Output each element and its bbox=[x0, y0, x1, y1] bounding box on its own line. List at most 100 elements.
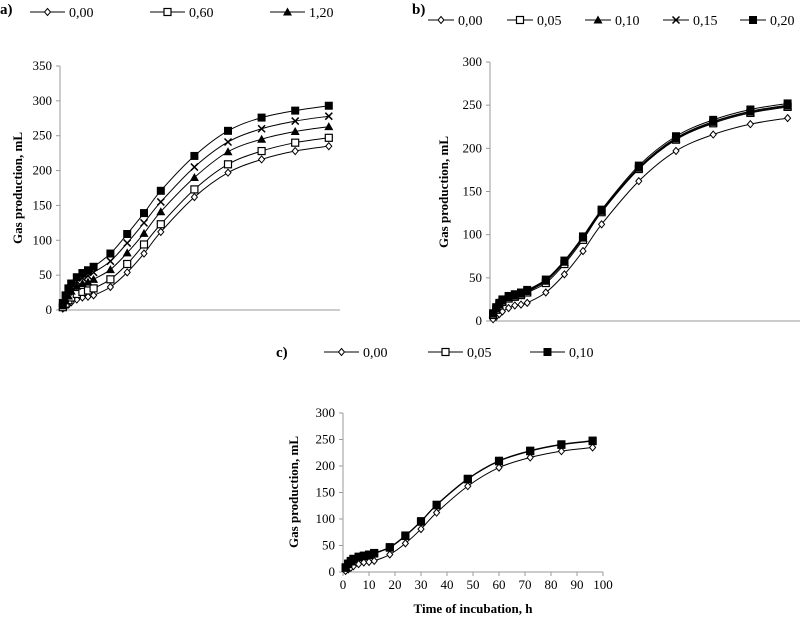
panel-label: b) bbox=[412, 2, 425, 18]
data-point bbox=[354, 552, 363, 561]
data-point bbox=[223, 160, 233, 169]
data-point bbox=[495, 456, 503, 465]
data-point bbox=[324, 122, 334, 131]
data-point bbox=[579, 246, 587, 256]
data-point bbox=[72, 281, 82, 290]
legend-label: 0,05 bbox=[467, 346, 492, 361]
data-point bbox=[190, 163, 199, 172]
data-point bbox=[542, 288, 550, 297]
data-point bbox=[106, 249, 115, 258]
legend-item: 0,10 bbox=[530, 346, 594, 361]
data-point bbox=[291, 106, 300, 115]
data-point bbox=[157, 227, 165, 237]
legend-label: 0,20 bbox=[770, 14, 795, 29]
x-tick-label: 30 bbox=[415, 577, 428, 592]
data-point bbox=[156, 186, 165, 195]
data-point bbox=[498, 295, 507, 304]
y-tick-label: 100 bbox=[316, 511, 336, 526]
legend-marker bbox=[163, 7, 172, 17]
data-point bbox=[517, 300, 525, 309]
series-line bbox=[492, 102, 788, 314]
series-1 bbox=[58, 133, 333, 312]
y-tick-label: 50 bbox=[322, 538, 335, 553]
data-point bbox=[139, 240, 149, 249]
y-tick-label: 0 bbox=[46, 302, 53, 317]
data-point bbox=[139, 228, 149, 237]
data-point bbox=[417, 524, 425, 534]
data-point bbox=[492, 303, 501, 312]
y-tick-label: 50 bbox=[469, 270, 482, 285]
x-tick-label: 70 bbox=[519, 577, 532, 592]
series-4 bbox=[489, 99, 792, 318]
data-point bbox=[64, 284, 73, 293]
legend-item: 0,20 bbox=[740, 14, 795, 29]
y-tick-label: 150 bbox=[463, 184, 483, 199]
x-axis-label: Time of incubation, h bbox=[414, 601, 534, 616]
data-point bbox=[597, 205, 606, 214]
data-point bbox=[324, 112, 333, 121]
data-point bbox=[597, 220, 606, 229]
y-tick-label: 0 bbox=[329, 564, 336, 579]
data-point bbox=[224, 168, 232, 177]
y-tick-label: 200 bbox=[316, 458, 336, 473]
series-line bbox=[345, 440, 593, 569]
x-tick-label: 90 bbox=[571, 577, 584, 592]
data-point bbox=[89, 274, 99, 283]
panel-label: a) bbox=[0, 2, 13, 18]
data-point bbox=[156, 197, 165, 206]
data-point bbox=[122, 248, 132, 257]
legend-label: 0,00 bbox=[458, 14, 483, 29]
data-point bbox=[432, 508, 441, 517]
data-point bbox=[523, 285, 532, 294]
data-point bbox=[489, 309, 498, 318]
y-tick-label: 250 bbox=[33, 128, 53, 143]
data-point bbox=[223, 137, 233, 147]
data-point bbox=[324, 133, 333, 142]
data-point bbox=[417, 517, 425, 526]
series-line bbox=[345, 440, 593, 568]
data-point bbox=[560, 256, 569, 265]
data-point bbox=[526, 453, 534, 462]
data-point bbox=[511, 301, 519, 310]
series-0 bbox=[489, 113, 792, 324]
x-tick-label: 40 bbox=[441, 577, 454, 592]
legend-marker bbox=[437, 15, 445, 25]
data-point bbox=[106, 282, 115, 292]
data-point bbox=[257, 124, 266, 133]
chart-panel-c: c) 0 50 100 150 200 250 300 0 10 20 30 40 50 60 70 80 90 1… bbox=[276, 345, 613, 616]
legend-marker bbox=[43, 7, 52, 17]
data-point bbox=[746, 105, 755, 114]
data-point bbox=[123, 268, 131, 277]
data-point bbox=[635, 176, 643, 186]
legend-marker bbox=[283, 7, 292, 16]
y-axis-label: Gas production, mL bbox=[286, 436, 301, 548]
legend-marker bbox=[441, 347, 450, 357]
data-point bbox=[190, 151, 199, 160]
data-point bbox=[365, 550, 373, 559]
data-point bbox=[291, 117, 300, 126]
chart-panel-a: a) 0 50 100 150 200 250 300 350 Gas production, m… bbox=[0, 2, 340, 317]
data-point bbox=[709, 115, 718, 124]
y-tick-label: 100 bbox=[463, 227, 483, 242]
data-point bbox=[370, 548, 379, 557]
legend-label: 0,15 bbox=[693, 14, 718, 29]
data-point bbox=[156, 207, 166, 216]
data-point bbox=[588, 443, 597, 452]
y-tick-label: 300 bbox=[33, 93, 53, 108]
series-line bbox=[62, 105, 329, 304]
panel-label: c) bbox=[276, 345, 288, 361]
legend-label: 0,05 bbox=[537, 14, 562, 29]
data-point bbox=[504, 291, 513, 300]
y-tick-label: 150 bbox=[33, 197, 53, 212]
y-tick-label: 50 bbox=[39, 267, 52, 282]
data-point bbox=[106, 257, 115, 266]
data-point bbox=[190, 192, 199, 202]
series-line bbox=[62, 137, 329, 308]
y-tick-label: 0 bbox=[476, 313, 483, 328]
data-point bbox=[72, 273, 81, 282]
data-point bbox=[140, 209, 148, 218]
data-point bbox=[672, 132, 680, 141]
data-point bbox=[257, 155, 266, 164]
legend-label: 0,00 bbox=[363, 346, 388, 361]
x-tick-label: 100 bbox=[593, 577, 613, 592]
